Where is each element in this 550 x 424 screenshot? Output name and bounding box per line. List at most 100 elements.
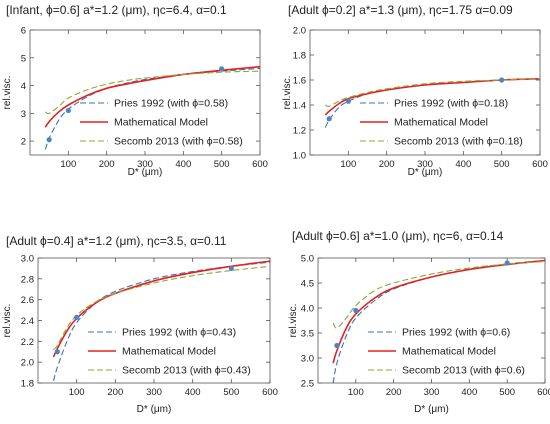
y-tick-label: 5	[21, 53, 26, 64]
y-tick-label: 2.6	[21, 295, 34, 306]
series-line-3	[45, 70, 260, 115]
x-tick-label: 100	[348, 387, 364, 398]
x-tick-label: 100	[60, 159, 76, 170]
legend-label-2: Mathematical Model	[402, 346, 496, 358]
chart-panel-3: [Adult ϕ=0.4] a*=1.2 (μm), ηc=3.5, α=0.1…	[2, 234, 278, 415]
chart-title: [Infant, ϕ=0.6] a*=1.2 (μm), ηc=6.4, α=0…	[6, 3, 227, 17]
y-tick-label: 1.0	[293, 151, 306, 162]
legend-label-3: Secomb 2013 (with ϕ=0.6)	[402, 365, 525, 377]
y-tick-label: 3.5	[301, 329, 314, 340]
legend: Pries 1992 (with ϕ=0.43) Mathematical Mod…	[88, 327, 251, 377]
data-point	[499, 77, 505, 83]
x-tick-label: 200	[107, 387, 123, 398]
x-axis-label: D* (μm)	[414, 404, 449, 415]
legend-label-1: Pries 1992 (with ϕ=0.43)	[122, 327, 236, 339]
x-axis-label: D* (μm)	[128, 167, 163, 178]
data-point	[65, 107, 71, 114]
series-line-3	[53, 265, 270, 351]
data-point	[228, 265, 234, 272]
x-tick-label: 500	[214, 159, 230, 170]
data-point	[46, 137, 52, 143]
y-axis-label: rel.visc.	[2, 304, 13, 338]
y-tick-label: 2.8	[21, 274, 34, 285]
series-line-2	[332, 259, 545, 364]
chart-title: [Adult ϕ=0.6] a*=1.0 (μm), ηc=6, α=0.14	[292, 229, 504, 243]
legend: Pries 1992 (with ϕ=0.6) Mathematical Mode…	[368, 327, 525, 377]
y-tick-label: 2.4	[21, 316, 34, 327]
legend: Pries 1992 (with ϕ=0.58) Mathematical Mod…	[80, 98, 243, 148]
series-line-1	[52, 261, 270, 382]
x-tick-label: 400	[175, 159, 191, 170]
y-tick-label: 2.2	[21, 337, 34, 348]
chart-panel-4: [Adult ϕ=0.6] a*=1.0 (μm), ηc=6, α=0.14 1…	[288, 229, 550, 415]
data-point	[353, 307, 359, 314]
y-tick-label: 1.8	[293, 51, 306, 62]
data-point	[54, 349, 60, 355]
y-tick-label: 1.6	[293, 76, 306, 87]
legend-label-2: Mathematical Model	[394, 117, 488, 129]
y-tick-label: 4.5	[301, 279, 314, 290]
x-tick-label: 500	[223, 387, 239, 398]
x-tick-label: 600	[537, 387, 550, 398]
y-tick-label: 3	[21, 109, 26, 120]
legend-label-3: Secomb 2013 (with ϕ=0.58)	[114, 136, 243, 148]
chart-panel-1: [Infant, ϕ=0.6] a*=1.2 (μm), ηc=6.4, α=0…	[2, 3, 268, 178]
chart-title: [Adult ϕ=0.2] a*=1.3 (μm), ηc=1.75 α=0.0…	[288, 3, 513, 17]
data-point	[345, 98, 351, 104]
y-tick-label: 5.0	[301, 254, 314, 265]
legend-label-2: Mathematical Model	[114, 117, 208, 129]
y-tick-label: 2	[21, 137, 26, 148]
x-axis-label: D* (μm)	[137, 404, 172, 415]
x-tick-label: 300	[146, 387, 162, 398]
y-tick-label: 1.4	[293, 101, 306, 112]
x-tick-label: 500	[499, 387, 515, 398]
legend-label-3: Secomb 2013 (with ϕ=0.43)	[122, 365, 251, 377]
series-line-2	[52, 260, 270, 358]
data-point	[219, 66, 225, 72]
y-tick-label: 2.0	[21, 358, 34, 369]
y-axis-label: rel.visc.	[288, 304, 299, 338]
y-tick-label: 6	[21, 26, 26, 37]
x-tick-label: 200	[379, 159, 395, 170]
series-line-3	[332, 260, 545, 329]
y-tick-label: 1.2	[293, 126, 306, 137]
x-tick-label: 600	[252, 159, 268, 170]
y-tick-label: 4.0	[301, 304, 314, 315]
data-point	[334, 342, 340, 349]
chart-panel-2: [Adult ϕ=0.2] a*=1.3 (μm), ηc=1.75 α=0.0…	[282, 3, 548, 178]
x-tick-label: 100	[340, 159, 356, 170]
y-axis-label: rel.visc.	[282, 76, 293, 110]
x-tick-label: 500	[494, 159, 510, 170]
x-tick-label: 400	[185, 387, 201, 398]
x-tick-label: 200	[386, 387, 402, 398]
series-line-2	[324, 77, 540, 116]
legend: Pries 1992 (with ϕ=0.18) Mathematical Mod…	[360, 98, 523, 148]
data-point	[326, 116, 332, 122]
legend-label-1: Pries 1992 (with ϕ=0.58)	[114, 98, 228, 110]
x-tick-label: 600	[262, 387, 278, 398]
x-tick-label: 300	[417, 159, 433, 170]
x-tick-label: 200	[99, 159, 115, 170]
x-axis-label: D* (μm)	[408, 167, 443, 178]
series-line-2	[44, 65, 260, 128]
y-tick-label: 4	[21, 81, 26, 92]
legend-label-2: Mathematical Model	[122, 346, 216, 358]
chart-title: [Adult ϕ=0.4] a*=1.2 (μm), ηc=3.5, α=0.1…	[6, 234, 227, 248]
series-line-3	[325, 78, 540, 107]
y-tick-label: 3.0	[21, 254, 34, 265]
x-tick-label: 100	[69, 387, 85, 398]
y-tick-label: 2.5	[301, 379, 314, 390]
data-point	[504, 260, 510, 266]
y-tick-label: 3.0	[301, 354, 314, 365]
x-tick-label: 300	[137, 159, 153, 170]
x-tick-label: 600	[532, 159, 548, 170]
y-tick-label: 1.8	[21, 379, 34, 390]
x-tick-label: 300	[424, 387, 440, 398]
legend-label-1: Pries 1992 (with ϕ=0.18)	[394, 98, 508, 110]
legend-label-1: Pries 1992 (with ϕ=0.6)	[402, 327, 510, 339]
x-tick-label: 400	[455, 159, 471, 170]
x-tick-label: 400	[461, 387, 477, 398]
y-axis-label: rel.visc.	[2, 76, 13, 110]
legend-label-3: Secomb 2013 (with ϕ=0.18)	[394, 136, 523, 148]
